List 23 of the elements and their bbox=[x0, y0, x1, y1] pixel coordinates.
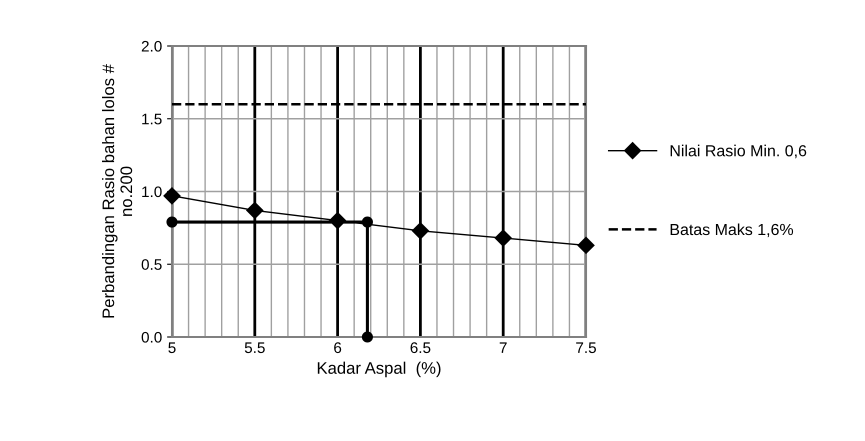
x-tick-label: 5.5 bbox=[244, 342, 265, 354]
point bbox=[412, 222, 429, 240]
y-tick-label: 1.0 bbox=[142, 186, 162, 198]
point bbox=[362, 331, 373, 343]
x-tick-label: 6.5 bbox=[410, 342, 430, 354]
x-tick-label: 7.5 bbox=[576, 342, 596, 354]
point bbox=[494, 230, 512, 247]
y-tick-label: 2.0 bbox=[142, 40, 162, 52]
y-tick-label: 0.5 bbox=[142, 259, 162, 270]
point bbox=[362, 216, 373, 228]
x-tick-label: 6 bbox=[334, 342, 342, 354]
y-tick-label: 0.0 bbox=[142, 332, 162, 343]
x-tick-label: 5 bbox=[168, 342, 176, 354]
legend-label: Nilai Rasio Min. 0,6 bbox=[670, 144, 806, 158]
x-tick-label: 7 bbox=[500, 342, 507, 353]
legend-label: Batas Maks 1,6% bbox=[670, 223, 794, 238]
point bbox=[166, 216, 178, 228]
point bbox=[246, 202, 264, 219]
point bbox=[577, 236, 595, 254]
point bbox=[163, 187, 181, 204]
y-axis-title: Perbandingan Rasio bahan lolos # no.200 bbox=[102, 64, 132, 318]
x-axis-title: Kadar Aspal (%) bbox=[318, 362, 440, 378]
y-tick-label: 1.5 bbox=[142, 114, 162, 124]
